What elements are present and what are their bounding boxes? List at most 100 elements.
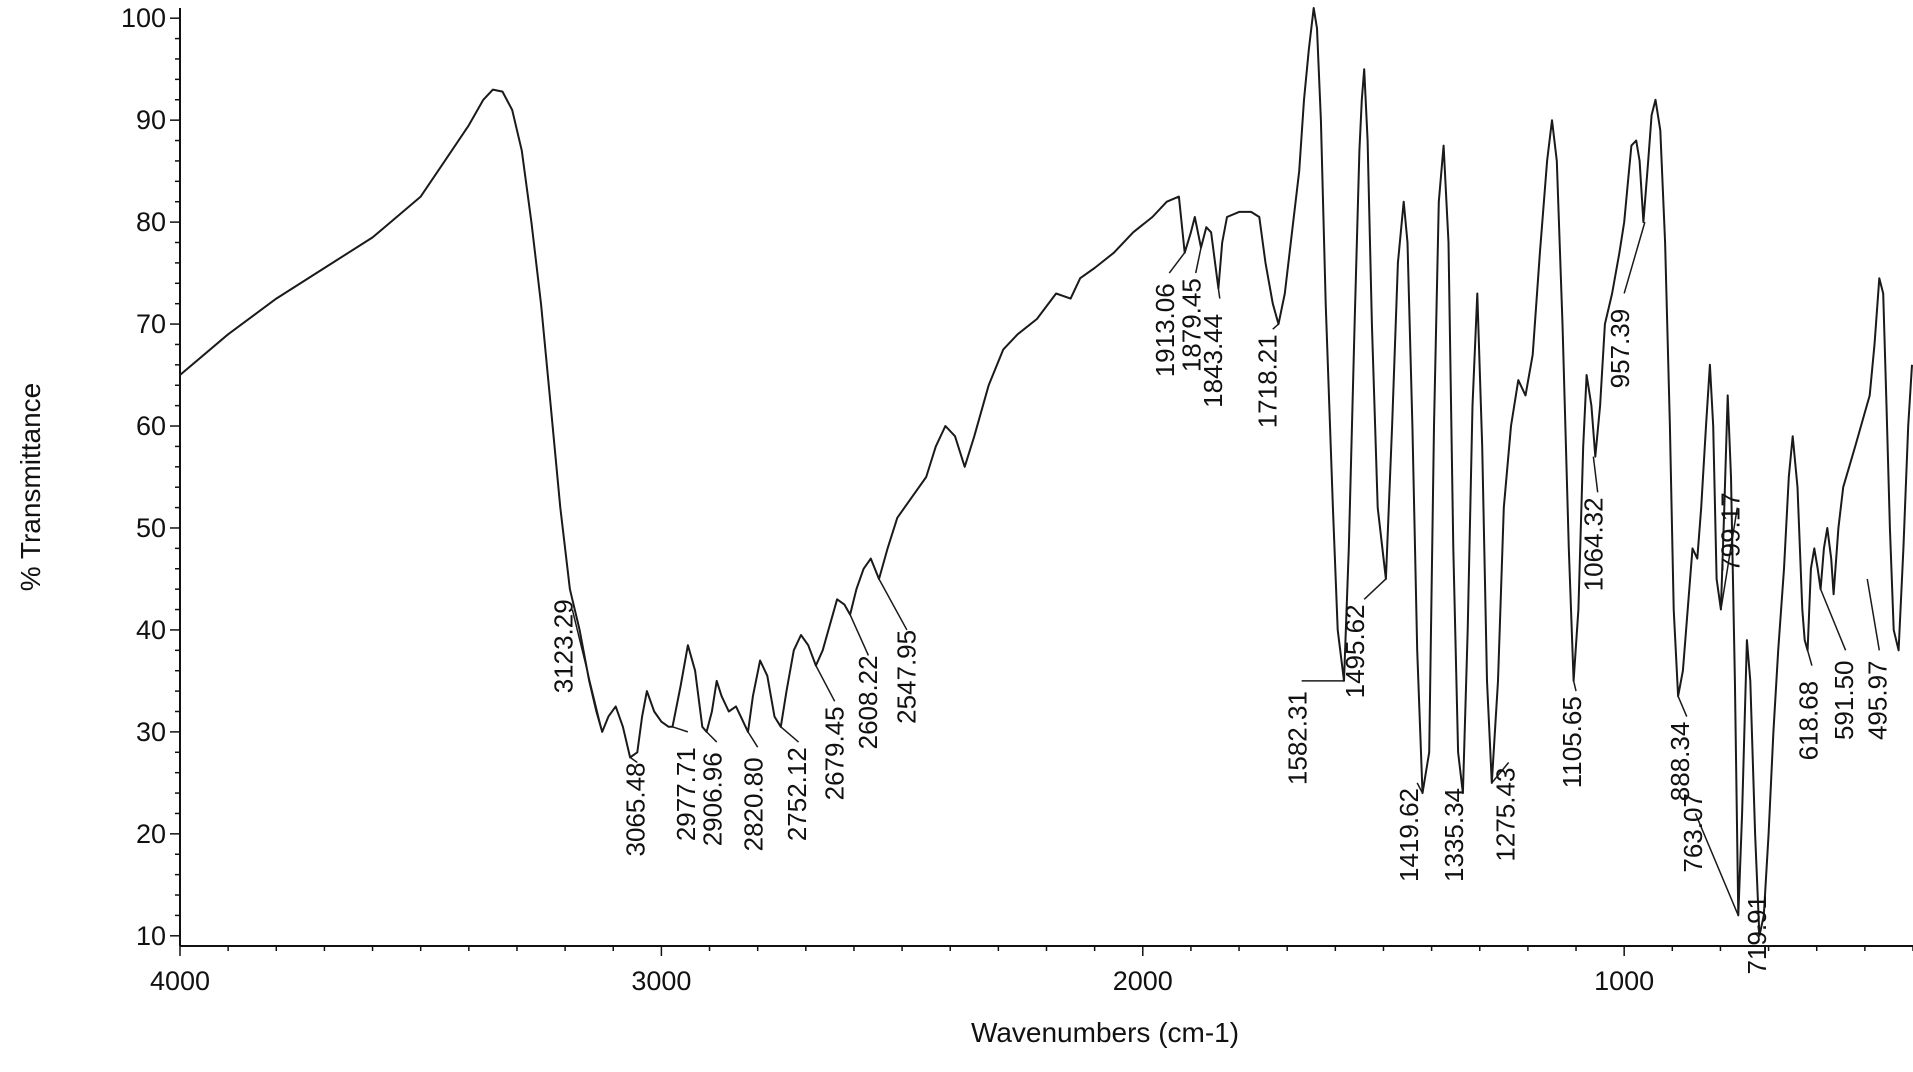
peak-label: 2820.80 [739, 757, 769, 851]
peak-annotation: 799.17 [1716, 492, 1746, 610]
peak-annotation: 2752.12 [780, 726, 812, 841]
peak-annotation: 888.34 [1665, 695, 1695, 802]
peak-leader-line [1363, 578, 1387, 600]
peak-label: 1582.31 [1283, 691, 1313, 785]
peak-leader-line [1592, 456, 1599, 493]
peak-leader-line [1572, 680, 1577, 692]
peak-label: 1718.21 [1253, 334, 1283, 428]
peak-leader-line [780, 726, 800, 743]
peak-leader-line [1168, 252, 1186, 274]
peak-annotation: 591.50 [1819, 588, 1859, 741]
y-tick-label: 100 [121, 3, 166, 33]
peak-leader-line [747, 731, 759, 748]
peak-label: 591.50 [1829, 661, 1859, 741]
y-tick-label: 10 [136, 921, 166, 951]
peak-label: 719.91 [1742, 895, 1772, 975]
peak-leader-line [1194, 247, 1202, 274]
y-tick-label: 90 [136, 105, 166, 135]
peak-annotation: 763.07 [1678, 793, 1739, 916]
peak-leader-line [571, 609, 603, 733]
x-tick-label: 4000 [150, 966, 210, 996]
y-tick-label: 30 [136, 717, 166, 747]
peak-leader-line [878, 578, 908, 631]
peak-annotation: 1718.21 [1253, 323, 1283, 428]
x-tick-label: 1000 [1594, 966, 1654, 996]
peak-leader-line [1491, 762, 1510, 784]
peak-leader-line [672, 726, 689, 733]
peak-label: 2752.12 [782, 747, 812, 841]
peak-label: 763.07 [1678, 793, 1708, 873]
spectrum-series [179, 7, 1913, 937]
peak-annotation: 1064.32 [1579, 456, 1609, 591]
y-axis-title: % Transmittance [15, 383, 46, 592]
y-tick-label: 80 [136, 207, 166, 237]
peak-label: 1419.62 [1394, 788, 1424, 882]
peak-annotation: 618.68 [1794, 650, 1824, 760]
peak-label: 618.68 [1794, 681, 1824, 761]
peak-leader-line [815, 665, 836, 702]
peak-leader-line [1459, 772, 1464, 794]
peak-label: 2608.22 [853, 655, 883, 749]
peak-leader-line [1806, 650, 1813, 666]
peak-leader-line [1677, 695, 1688, 717]
y-tick-label: 70 [136, 309, 166, 339]
y-tick-label: 20 [136, 819, 166, 849]
peak-leader-line [1720, 507, 1739, 610]
peak-annotation: 3065.48 [621, 756, 651, 857]
peak-annotation: 1419.62 [1394, 782, 1424, 882]
x-tick-label: 3000 [631, 966, 691, 996]
peak-label: 2977.71 [671, 747, 701, 841]
peak-label: 1879.45 [1177, 278, 1207, 372]
peak-leader-line [1866, 578, 1881, 651]
peak-label: 1275.43 [1490, 768, 1520, 862]
peak-label: 1495.62 [1340, 604, 1370, 698]
peak-leader-line [849, 614, 870, 656]
peak-label: 2547.95 [892, 630, 922, 724]
peak-annotation: 2977.71 [671, 726, 701, 841]
peak-leader-line [1819, 588, 1847, 651]
peak-annotation: 1495.62 [1340, 578, 1387, 698]
peak-label: 888.34 [1665, 722, 1695, 802]
peak-annotation: 1105.65 [1557, 680, 1587, 788]
x-tick-label: 2000 [1113, 966, 1173, 996]
peak-label: 495.97 [1863, 661, 1893, 741]
x-axis-title: Wavenumbers (cm-1) [971, 1017, 1239, 1048]
peak-annotation: 2608.22 [849, 614, 883, 749]
peak-annotation: 1275.43 [1490, 762, 1520, 862]
peak-annotation: 2679.45 [815, 665, 849, 800]
peak-annotation: 1843.44 [1198, 288, 1228, 408]
peak-label: 1105.65 [1557, 696, 1587, 788]
peak-annotation: 957.39 [1605, 221, 1646, 389]
peak-leader-line [1757, 925, 1761, 936]
tick-marks: 100 90 80 70 60 50 40 30 20 10 4000 3000 2000 1000 [121, 3, 1913, 996]
peak-leader-line [1272, 323, 1280, 330]
peak-label: 799.17 [1716, 492, 1746, 572]
peak-annotation: 719.91 [1742, 895, 1772, 975]
peak-label: 1064.32 [1579, 497, 1609, 591]
peak-label: 3065.48 [621, 763, 651, 857]
peak-label: 1913.06 [1150, 283, 1180, 377]
peak-leader-line [1416, 782, 1424, 794]
peak-annotation: 495.97 [1863, 578, 1893, 741]
peak-leader-line [706, 731, 718, 743]
peak-annotation: 1913.06 [1150, 252, 1186, 377]
peak-leader-line [1217, 288, 1221, 299]
peak-label: 2679.45 [819, 706, 849, 800]
peak-leader-line [1694, 813, 1739, 916]
peak-annotation: 1335.34 [1439, 772, 1469, 882]
peak-annotation: 2547.95 [878, 578, 922, 724]
peak-label: 1335.34 [1439, 788, 1469, 882]
y-tick-label: 50 [136, 513, 166, 543]
peak-annotation: 3123.29 [548, 599, 603, 733]
y-tick-label: 40 [136, 615, 166, 645]
peak-annotation: 1582.31 [1283, 680, 1344, 785]
peak-annotation: 1879.45 [1177, 247, 1207, 372]
peak-label: 2906.96 [698, 752, 728, 846]
peak-annotation: 2820.80 [739, 731, 769, 851]
peak-label: 957.39 [1605, 309, 1635, 389]
peak-label: 3123.29 [548, 599, 578, 693]
peak-label: 1843.44 [1198, 314, 1228, 408]
